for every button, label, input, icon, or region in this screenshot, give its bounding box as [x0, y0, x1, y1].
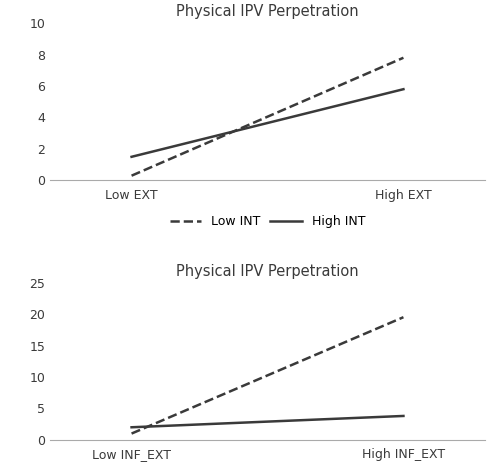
Title: Physical IPV Perpetration: Physical IPV Perpetration — [176, 4, 359, 19]
Title: Physical IPV Perpetration: Physical IPV Perpetration — [176, 263, 359, 279]
Legend: Low INT, High INT: Low INT, High INT — [170, 215, 365, 228]
